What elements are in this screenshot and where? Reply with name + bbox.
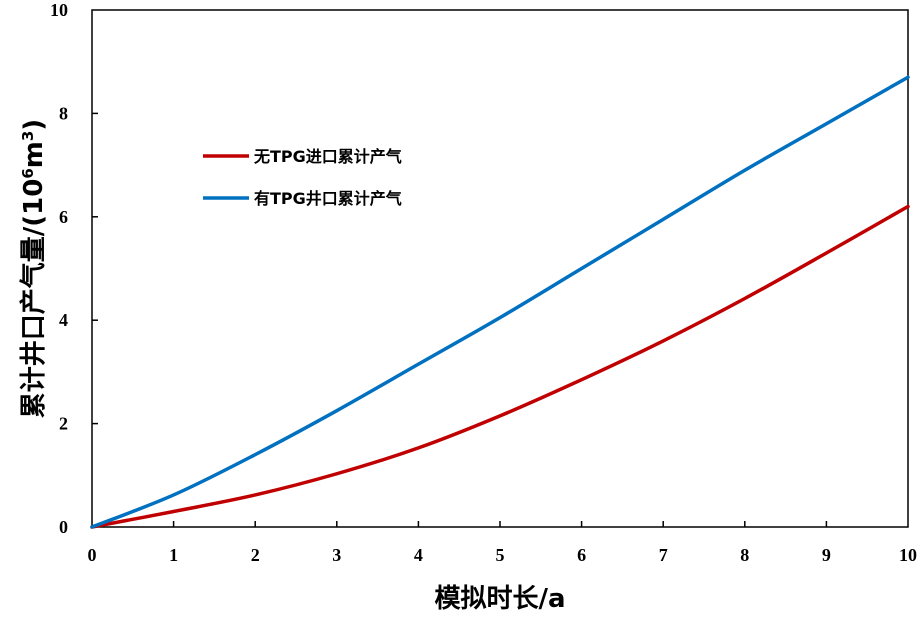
y-tick-label: 6 bbox=[59, 207, 68, 227]
y-tick-label: 4 bbox=[59, 310, 68, 330]
y-axis-title-unit: m bbox=[19, 141, 49, 168]
plot-frame bbox=[91, 9, 909, 528]
x-tick-label: 6 bbox=[577, 545, 586, 565]
y-tick-label: 10 bbox=[50, 0, 68, 20]
y-axis-title: 累计井口产气量/(106m3) bbox=[18, 119, 49, 418]
y-axis-title-exp: 6 bbox=[19, 168, 37, 178]
y-axis-title-main: 累计井口产气量/(10 bbox=[18, 179, 49, 419]
x-tick-label: 2 bbox=[251, 545, 260, 565]
x-tick-label: 0 bbox=[88, 545, 97, 565]
y-tick-label: 2 bbox=[59, 414, 68, 434]
x-tick-label: 5 bbox=[496, 545, 505, 565]
series-line-1 bbox=[90, 204, 910, 529]
y-axis-title-unit-exp: 3 bbox=[19, 131, 37, 141]
series-line-2 bbox=[90, 75, 910, 529]
x-axis-title: 模拟时长/a bbox=[434, 584, 565, 614]
y-axis-title-close: ) bbox=[19, 119, 49, 131]
x-tick-label: 1 bbox=[169, 545, 178, 565]
x-tick-label: 10 bbox=[899, 545, 917, 565]
x-tick-label: 3 bbox=[332, 545, 341, 565]
y-tick-label: 8 bbox=[59, 103, 68, 123]
x-tick-label: 9 bbox=[822, 545, 831, 565]
x-tick-label: 4 bbox=[414, 545, 423, 565]
x-tick-label: 8 bbox=[740, 545, 749, 565]
legend-label-1: 无TPG进口累计产气 bbox=[253, 147, 402, 166]
y-tick-label: 0 bbox=[59, 517, 68, 537]
x-tick-label: 7 bbox=[659, 545, 668, 565]
legend-label-2: 有TPG井口累计产气 bbox=[254, 189, 402, 208]
